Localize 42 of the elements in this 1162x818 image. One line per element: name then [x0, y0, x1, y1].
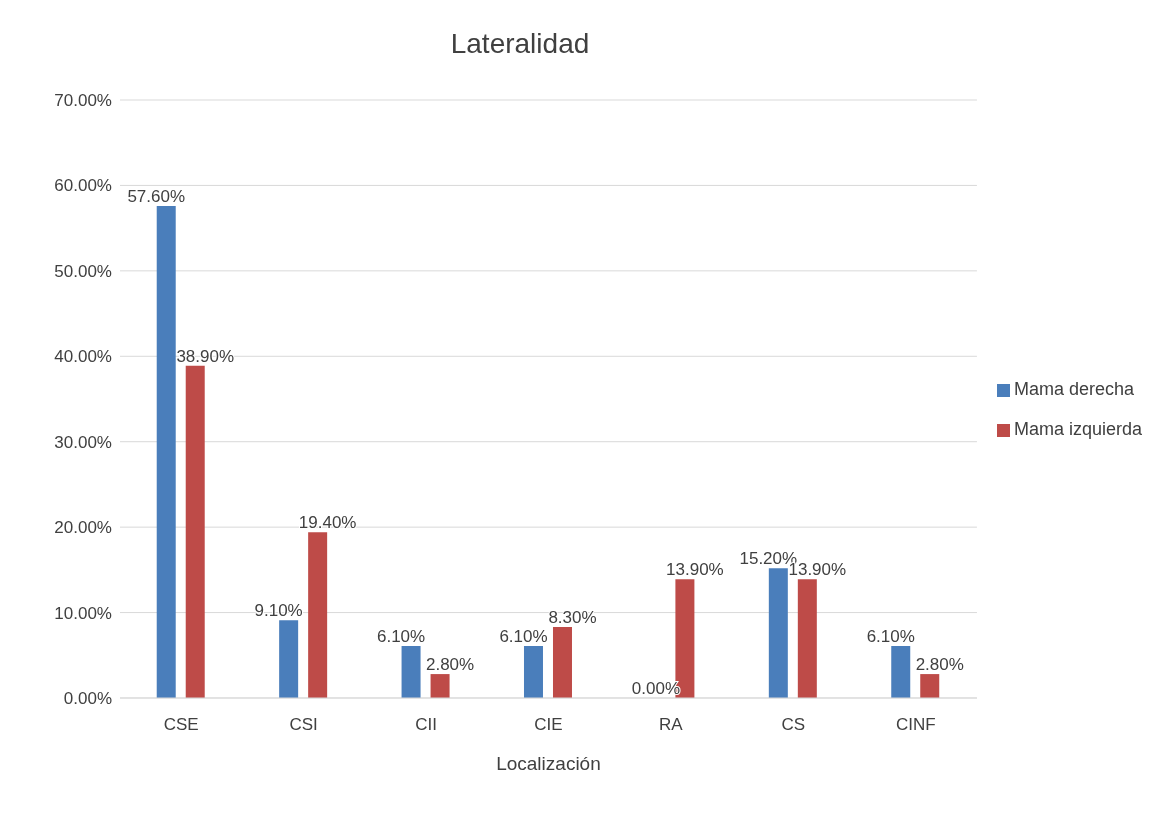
- y-tick-label: 30.00%: [54, 432, 112, 452]
- legend-label: Mama derecha: [1013, 379, 1134, 399]
- data-label: 19.40%: [298, 513, 357, 533]
- bar: [552, 627, 572, 698]
- bar: [768, 568, 788, 698]
- legend-label: Mama izquierda: [1013, 419, 1142, 439]
- y-tick-label: 20.00%: [54, 518, 112, 538]
- bar: [797, 579, 817, 698]
- x-axis-title: Localización: [496, 753, 601, 774]
- x-tick-label: CS: [781, 715, 806, 735]
- x-tick-label: CIE: [534, 715, 563, 735]
- bar: [185, 365, 205, 698]
- data-label: 6.10%: [866, 626, 915, 646]
- y-tick-label: 60.00%: [54, 176, 112, 196]
- x-tick-label: CSE: [163, 715, 199, 735]
- data-label: 9.10%: [254, 601, 303, 621]
- bar: [308, 532, 328, 698]
- data-label: 13.90%: [666, 560, 724, 580]
- bar: [156, 205, 176, 698]
- x-tick-label: CSI: [289, 715, 318, 735]
- y-tick-label: 40.00%: [54, 347, 112, 367]
- data-label: 6.10%: [376, 626, 426, 646]
- y-tick-label: 0.00%: [63, 689, 112, 709]
- data-label: 2.80%: [915, 655, 964, 675]
- data-label: 38.90%: [176, 346, 235, 366]
- bar: [401, 645, 421, 698]
- bar: [891, 645, 911, 698]
- chart-title: Lateralidad: [449, 28, 591, 60]
- x-tick-label: RA: [659, 715, 684, 735]
- data-label: 2.80%: [425, 655, 475, 675]
- bar: [279, 620, 299, 698]
- y-tick-label: 70.00%: [54, 91, 112, 111]
- y-tick-label: 50.00%: [54, 261, 112, 281]
- data-label: 8.30%: [548, 608, 597, 628]
- bar: [523, 645, 543, 698]
- bar: [920, 674, 940, 698]
- x-tick-label: CII: [415, 715, 437, 735]
- data-label: 57.60%: [127, 186, 186, 206]
- x-tick-label: CINF: [895, 715, 936, 735]
- bar: [430, 674, 450, 698]
- y-tick-label: 10.00%: [54, 603, 112, 623]
- data-label: 6.10%: [499, 626, 548, 646]
